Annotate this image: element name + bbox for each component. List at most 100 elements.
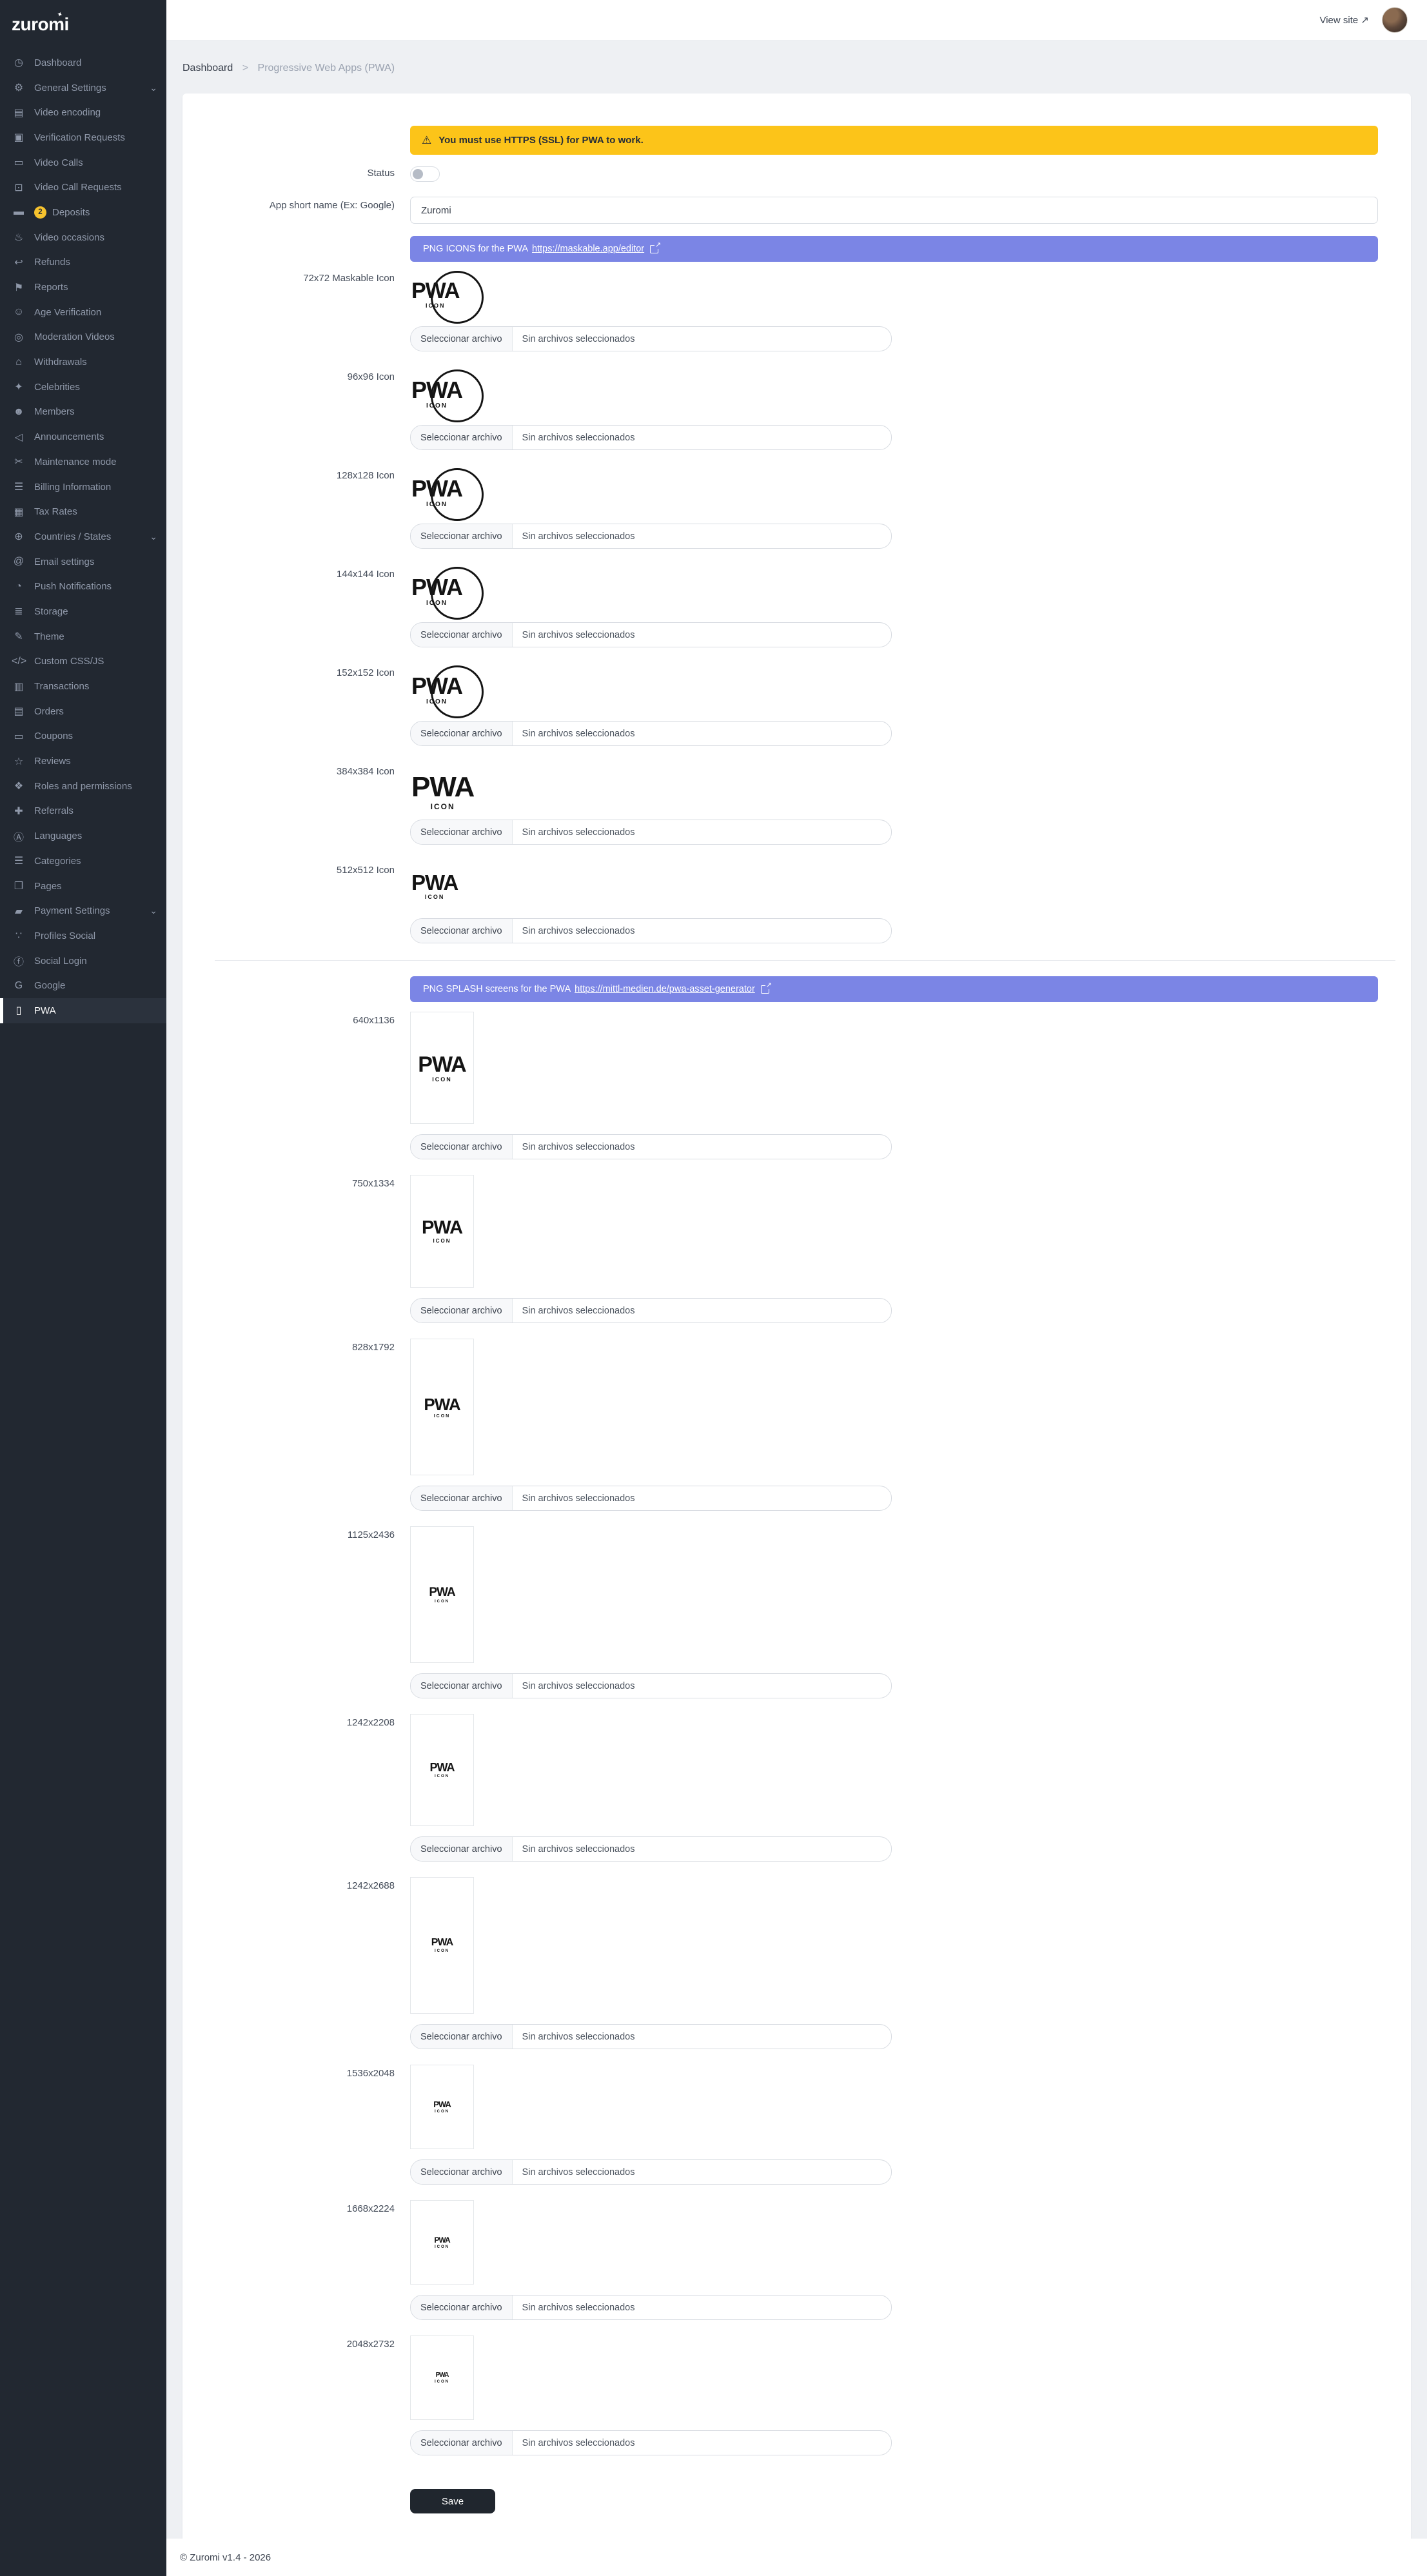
file-input[interactable]: Seleccionar archivo Sin archivos selecci… bbox=[410, 425, 892, 450]
save-row: Save bbox=[198, 2489, 1395, 2513]
file-select-button[interactable]: Seleccionar archivo bbox=[411, 1486, 513, 1510]
sidebar-item[interactable]: ⊕ Countries / States ⌄ bbox=[0, 524, 166, 549]
file-input[interactable]: Seleccionar archivo Sin archivos selecci… bbox=[410, 524, 892, 549]
sidebar-item[interactable]: ▤ Video encoding bbox=[0, 100, 166, 125]
file-select-button[interactable]: Seleccionar archivo bbox=[411, 2431, 513, 2455]
app-short-name-input[interactable] bbox=[410, 197, 1378, 224]
file-select-button[interactable]: Seleccionar archivo bbox=[411, 1299, 513, 1322]
sidebar-item[interactable]: ▥ Transactions bbox=[0, 674, 166, 699]
status-toggle[interactable] bbox=[410, 166, 440, 182]
file-input[interactable]: Seleccionar archivo Sin archivos selecci… bbox=[410, 820, 892, 845]
file-select-button[interactable]: Seleccionar archivo bbox=[411, 2025, 513, 2049]
sidebar-item[interactable]: ≣ Storage bbox=[0, 599, 166, 624]
sidebar-item[interactable]: ⌂ Withdrawals bbox=[0, 349, 166, 375]
sidebar-item-icon: ✦ bbox=[14, 382, 23, 393]
sidebar-item[interactable]: ☰ Billing Information bbox=[0, 475, 166, 500]
sidebar-item-label: Dashboard bbox=[34, 57, 82, 68]
sidebar-item[interactable]: ▯ PWA bbox=[0, 998, 166, 1023]
sidebar-item[interactable]: ◷ Dashboard bbox=[0, 50, 166, 75]
pwa-asset-generator-link[interactable]: https://mittl-medien.de/pwa-asset-genera… bbox=[575, 984, 755, 994]
sidebar-item-label: Email settings bbox=[34, 556, 95, 567]
file-input[interactable]: Seleccionar archivo Sin archivos selecci… bbox=[410, 2430, 892, 2455]
sidebar-item[interactable]: ✚ Referrals bbox=[0, 799, 166, 824]
file-empty-text: Sin archivos seleccionados bbox=[522, 629, 635, 640]
splash-size-label: 1242x2688 bbox=[346, 1880, 395, 1891]
file-input[interactable]: Seleccionar archivo Sin archivos selecci… bbox=[410, 622, 892, 647]
icon-upload-row: 512x512 Icon PWA ICON bbox=[198, 861, 1395, 943]
sidebar-item[interactable]: Ⓐ Languages bbox=[0, 823, 166, 849]
file-select-button[interactable]: Seleccionar archivo bbox=[411, 919, 513, 943]
sidebar-item[interactable]: ⚙ General Settings ⌄ bbox=[0, 75, 166, 101]
file-input[interactable]: Seleccionar archivo Sin archivos selecci… bbox=[410, 1298, 892, 1323]
sidebar-item[interactable]: ▦ Tax Rates bbox=[0, 499, 166, 524]
brand-logo[interactable]: zuromi ✦ bbox=[0, 0, 166, 45]
sidebar-item[interactable]: ▬ 2 Deposits bbox=[0, 200, 166, 225]
file-select-button[interactable]: Seleccionar archivo bbox=[411, 820, 513, 844]
file-select-button[interactable]: Seleccionar archivo bbox=[411, 722, 513, 745]
breadcrumb: Dashboard > Progressive Web Apps (PWA) bbox=[166, 41, 1427, 74]
file-select-button[interactable]: Seleccionar archivo bbox=[411, 623, 513, 647]
sidebar-item[interactable]: ☰ Categories bbox=[0, 849, 166, 874]
file-input[interactable]: Seleccionar archivo Sin archivos selecci… bbox=[410, 2159, 892, 2185]
icon-upload-row: 128x128 Icon PWA ICON bbox=[198, 467, 1395, 549]
file-select-button[interactable]: Seleccionar archivo bbox=[411, 1135, 513, 1159]
sidebar-item[interactable]: ⚑ Reports bbox=[0, 275, 166, 300]
sidebar-item[interactable]: ☆ Reviews bbox=[0, 749, 166, 774]
sidebar-item[interactable]: ⊡ Video Call Requests bbox=[0, 175, 166, 200]
sidebar-item[interactable]: ▣ Verification Requests bbox=[0, 125, 166, 150]
sidebar-item[interactable]: ◔ Push Notifications bbox=[0, 574, 166, 599]
status-row: Status bbox=[198, 166, 1395, 182]
sidebar-item-icon: ≣ bbox=[14, 606, 23, 618]
view-site-link[interactable]: View site ↗ bbox=[1319, 14, 1369, 26]
maskable-editor-link[interactable]: https://maskable.app/editor bbox=[532, 244, 645, 254]
sidebar-item[interactable]: ◁ Announcements bbox=[0, 424, 166, 449]
breadcrumb-dashboard-link[interactable]: Dashboard bbox=[182, 63, 233, 74]
avatar[interactable] bbox=[1382, 7, 1408, 33]
file-empty-text: Sin archivos seleccionados bbox=[522, 333, 635, 344]
sidebar-item[interactable]: ⓕ Social Login bbox=[0, 949, 166, 974]
sidebar-item[interactable]: ◎ Moderation Videos bbox=[0, 325, 166, 350]
sidebar-item[interactable]: ▰ Payment Settings ⌄ bbox=[0, 898, 166, 923]
sidebar-item[interactable]: ✦ Celebrities bbox=[0, 375, 166, 400]
sidebar-item[interactable]: ∵ Profiles Social bbox=[0, 923, 166, 949]
file-input[interactable]: Seleccionar archivo Sin archivos selecci… bbox=[410, 1486, 892, 1511]
sidebar-item[interactable]: ▭ Video Calls bbox=[0, 150, 166, 175]
file-select-button[interactable]: Seleccionar archivo bbox=[411, 327, 513, 351]
pwa-logo-text: PWA bbox=[431, 1937, 453, 1948]
sidebar-item[interactable]: ☻ Members bbox=[0, 400, 166, 425]
icon-upload-row: 152x152 Icon PWA ICON bbox=[198, 664, 1395, 746]
sidebar-item[interactable]: G Google bbox=[0, 973, 166, 998]
sidebar-item[interactable]: ✂ Maintenance mode bbox=[0, 449, 166, 475]
sidebar-item[interactable]: ▤ Orders bbox=[0, 699, 166, 724]
sidebar-item[interactable]: </> Custom CSS/JS bbox=[0, 649, 166, 674]
file-input[interactable]: Seleccionar archivo Sin archivos selecci… bbox=[410, 1836, 892, 1862]
file-input[interactable]: Seleccionar archivo Sin archivos selecci… bbox=[410, 326, 892, 351]
file-input[interactable]: Seleccionar archivo Sin archivos selecci… bbox=[410, 918, 892, 943]
file-select-button[interactable]: Seleccionar archivo bbox=[411, 2160, 513, 2184]
file-input[interactable]: Seleccionar archivo Sin archivos selecci… bbox=[410, 1134, 892, 1159]
sidebar-item[interactable]: ▭ Coupons bbox=[0, 724, 166, 749]
sidebar-item[interactable]: ↩ Refunds bbox=[0, 250, 166, 275]
save-button[interactable]: Save bbox=[410, 2489, 495, 2513]
copyright: © Zuromi v1.4 - 2026 bbox=[180, 2551, 271, 2563]
file-input[interactable]: Seleccionar archivo Sin archivos selecci… bbox=[410, 721, 892, 746]
file-select-button[interactable]: Seleccionar archivo bbox=[411, 1674, 513, 1698]
file-select-button[interactable]: Seleccionar archivo bbox=[411, 2296, 513, 2319]
splash-upload-row: 2048x2732 PWA ICON Seleccionar archivo S bbox=[198, 2335, 1395, 2455]
file-input[interactable]: Seleccionar archivo Sin archivos selecci… bbox=[410, 2295, 892, 2320]
pwa-icon-preview: PWA ICON bbox=[410, 664, 1378, 721]
sidebar-item-icon: ↩ bbox=[14, 257, 23, 268]
file-select-button[interactable]: Seleccionar archivo bbox=[411, 426, 513, 449]
sidebar-item[interactable]: ❖ Roles and permissions bbox=[0, 774, 166, 799]
sidebar-item[interactable]: @ Email settings bbox=[0, 549, 166, 575]
file-input[interactable]: Seleccionar archivo Sin archivos selecci… bbox=[410, 2024, 892, 2049]
file-select-button[interactable]: Seleccionar archivo bbox=[411, 524, 513, 548]
png-splash-banner: PNG SPLASH screens for the PWA https://m… bbox=[410, 976, 1378, 1002]
sidebar-item[interactable]: ♨ Video occasions bbox=[0, 225, 166, 250]
file-input[interactable]: Seleccionar archivo Sin archivos selecci… bbox=[410, 1673, 892, 1698]
sidebar-item[interactable]: ❐ Pages bbox=[0, 874, 166, 899]
section-divider bbox=[215, 960, 1395, 961]
sidebar-item[interactable]: ✎ Theme bbox=[0, 624, 166, 649]
file-select-button[interactable]: Seleccionar archivo bbox=[411, 1837, 513, 1861]
sidebar-item[interactable]: ☺ Age Verification bbox=[0, 300, 166, 325]
